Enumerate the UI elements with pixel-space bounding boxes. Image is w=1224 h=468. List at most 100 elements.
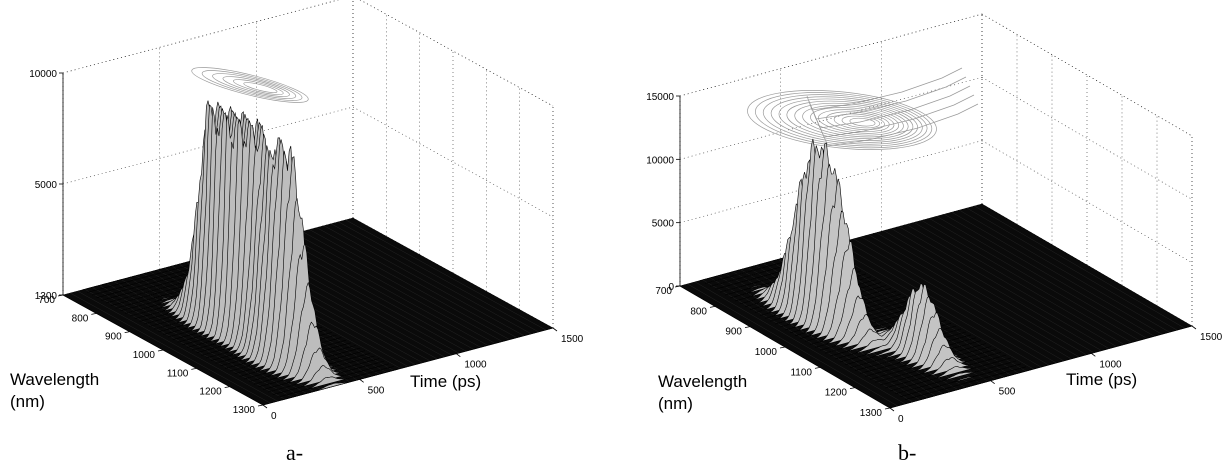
floor-mesh-line [921,220,1132,343]
floor-mesh-line [309,229,510,340]
surface-slice [890,357,1011,392]
wavelength-tick-mark [709,305,716,308]
wavelength-tick-mark [57,294,64,297]
time-axis-label-a: Time (ps) [410,372,481,391]
wavelength-tick-label: 800 [690,306,707,317]
floor-mesh-line [966,207,1178,331]
contour-a [191,67,309,103]
contour-ring [762,94,928,147]
contour-ring [232,79,284,95]
floor-mesh-line [861,236,1072,359]
wavelength-tick-label: 1100 [167,368,189,379]
time-tick-mark [1091,353,1096,357]
contour-ring [222,76,290,97]
panel-label-b: b- [898,440,916,465]
floor-mesh-line [331,223,532,334]
contour-ring [802,105,904,138]
contour-ring [243,82,278,93]
floor-mesh-line [944,214,1155,337]
wavelength-tick-mark [157,349,164,352]
surface-b [700,138,1031,403]
floor-mesh-line [838,242,1049,366]
panel-label-a: a- [286,440,303,465]
time-tick-label: 0 [898,414,904,425]
wavelength-tick-label: 900 [725,327,742,338]
contour-line [808,76,967,120]
wavelength-tick-mark [884,407,891,410]
time-tick-label: 1000 [464,360,487,371]
contour-ring [810,107,900,136]
surface-slice [905,366,1026,400]
z-tick-label: 5000 [35,180,58,191]
time-tick-mark [456,353,461,357]
wavelength-tick-label: 1100 [790,367,812,378]
time-tick-mark [1191,325,1197,330]
contour-ring [833,113,885,131]
wavelength-axis-label-b-line2: (nm) [658,394,693,413]
floor-mesh-line [830,244,1042,368]
wavelength-tick-mark [674,285,681,288]
floor-mesh-line [959,209,1170,333]
top-grid-edge [62,0,340,74]
wavelength-tick-mark [744,326,751,329]
time-tick-label: 500 [368,385,385,396]
contour-line [806,67,963,111]
floor-mesh-line [287,235,488,346]
floor-mesh-line [845,240,1057,364]
surface-slice [272,363,389,395]
wavelength-tick-mark [91,312,97,315]
floor-mesh-line [898,226,1110,349]
floor-mesh-line [294,233,496,344]
z-tick-label: 10000 [29,69,57,80]
surface-slice [900,363,1021,397]
contour-ring [191,67,309,103]
time-axis-ticks-b: 0 500 1000 1500 [889,325,1223,425]
wavelength-tick-label: 1000 [133,350,156,361]
wavelength-tick-mark [779,346,786,349]
time-tick-mark [889,407,895,412]
floor-mesh-line [338,221,539,333]
wavelength-tick-label: 1200 [825,388,848,399]
z-grid-line [981,77,1193,200]
surface-slice [277,366,394,398]
z-tick-label: 0 [668,282,674,293]
wavelength-axis-ticks-a: 700 800 900 1000 1100 1200 1300 [38,294,264,416]
z-tick-label: 1300 [35,291,58,302]
z-grid-line [981,13,1193,137]
z-axis-ticks-b: 0 5000 10000 15000 [646,92,680,293]
wavelength-tick-label: 700 [38,295,55,306]
surface-slice [880,344,1001,386]
contour-ring [841,115,881,129]
surface-slice [875,327,996,383]
wavelength-tick-mark [257,404,264,407]
z-tick-label: 15000 [646,92,674,103]
floor-mesh-line [77,290,278,402]
surface-slice [885,354,1006,389]
contour-ring [849,117,876,127]
time-tick-label: 500 [999,387,1016,398]
surface-slice [87,261,204,293]
wavelength-tick-label: 1000 [755,347,778,358]
time-tick-label: 1500 [1200,332,1223,343]
floor-mesh-line [883,230,1094,353]
floor-mesh-line [891,228,1102,351]
surface-slice [910,369,1031,403]
floor-mesh-line [70,292,271,404]
surface-slice [895,360,1016,395]
floor-mesh-line [853,238,1064,362]
wavelength-tick-label: 700 [655,286,672,297]
wavelength-tick-mark [124,331,130,334]
wavelength-axis-ticks-b: 700 800 900 1000 1100 1200 1300 [655,285,891,419]
wavelength-tick-label: 1300 [233,405,256,416]
contour-ring [755,92,933,149]
contour-ring [201,70,303,101]
floor-mesh-line [951,212,1162,335]
surface-slice [865,296,986,377]
floor-mesh-line [929,218,1140,341]
z-grid-line [679,77,983,160]
wavelength-tick-mark [849,387,856,390]
wavelength-tick-label: 800 [72,313,89,324]
time-tick-mark [552,327,558,332]
